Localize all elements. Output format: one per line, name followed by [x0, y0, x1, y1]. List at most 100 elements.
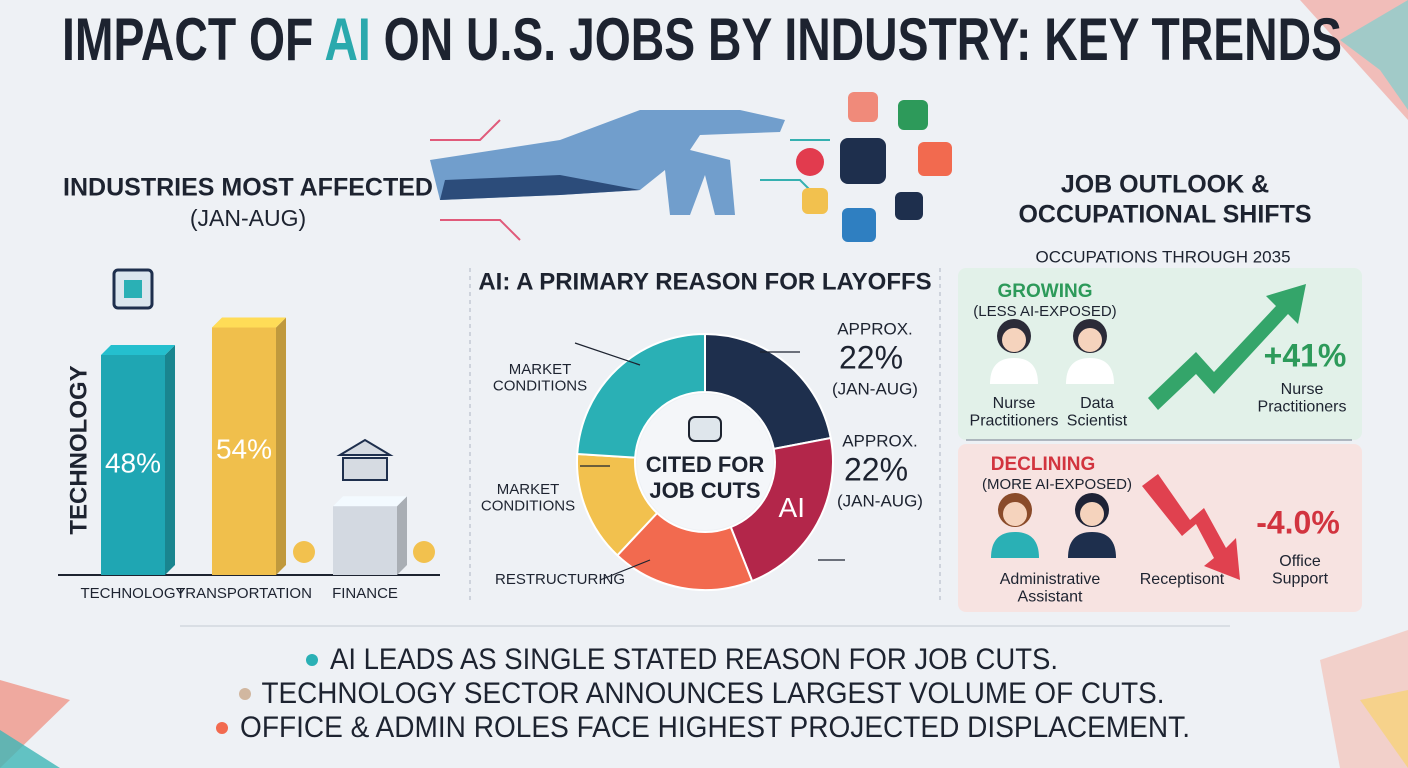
circuit-line — [430, 119, 501, 141]
decor-triangle — [0, 730, 60, 768]
page-title: IMPACT OF AI ON U.S. JOBS BY INDUSTRY: K… — [62, 6, 1342, 73]
occupation-label: Data Scientist — [1067, 395, 1128, 430]
icon — [842, 208, 876, 242]
title-highlight: AI — [324, 6, 370, 73]
panel-title: AI: A PRIMARY REASON FOR LAYOFFS — [478, 268, 931, 295]
bar-annotation: TECHNOLOGY — [65, 365, 92, 534]
donut-segment — [576, 332, 706, 459]
decor-triangle — [1360, 690, 1408, 768]
takeaway: OFFICE & ADMIN ROLES FACE HIGHEST PROJEC… — [240, 711, 1190, 744]
center-label: CITED FOR — [646, 452, 765, 477]
panel-subtitle: (JAN-AUG) — [190, 205, 306, 231]
text-line: CONDITIONS — [493, 377, 587, 394]
icon-coin — [293, 541, 315, 563]
person-body — [991, 532, 1039, 558]
declining-label: DECLINING — [991, 454, 1096, 475]
bar — [333, 506, 397, 575]
decor-triangle — [1340, 0, 1408, 110]
occupation-label: Administrative Assistant — [1000, 571, 1101, 606]
icon — [895, 192, 923, 220]
declining-box — [958, 444, 1362, 612]
bar — [212, 327, 276, 575]
text-line: RESTRUCTURING — [495, 571, 625, 588]
bar-top — [101, 345, 175, 355]
title-part: ON U.S. JOBS BY INDUSTRY: KEY TRENDS — [384, 6, 1342, 73]
icon — [796, 148, 824, 176]
person-head — [1078, 328, 1102, 352]
text-line: Data — [1080, 395, 1114, 412]
bullet-dot — [239, 688, 251, 700]
text-line: Practitioners — [970, 413, 1059, 430]
text-line: Administrative — [1000, 571, 1101, 588]
growing-label: GROWING — [998, 281, 1093, 302]
takeaway: TECHNOLOGY SECTOR ANNOUNCES LARGEST VOLU… — [262, 677, 1165, 710]
segment-label: MARKET CONDITIONS — [481, 481, 575, 515]
annotation: (JAN-AUG) — [837, 491, 923, 510]
person-head — [1002, 328, 1026, 352]
icon — [802, 188, 828, 214]
text-line: Practitioners — [1258, 399, 1347, 416]
bar-value-label: 48% — [105, 447, 161, 478]
text-line: Receptisont — [1140, 571, 1225, 588]
robot-hand-shade — [440, 175, 640, 200]
leader-line — [599, 559, 651, 581]
person-body — [1068, 532, 1116, 558]
text-line: Nurse — [993, 395, 1036, 412]
donut-hole — [637, 394, 773, 530]
bar-top — [333, 496, 407, 507]
circuit-line — [440, 219, 521, 241]
segment-label: AI — [779, 492, 805, 523]
text-line: Support — [1272, 571, 1329, 588]
center-label: JOB CUTS — [649, 478, 760, 503]
icon-chip-core — [124, 280, 142, 298]
person-body — [990, 358, 1038, 384]
growth-stat-label: Nurse Practitioners — [1258, 381, 1347, 416]
bar-value-label: 54% — [216, 434, 272, 465]
decline-arrow — [1142, 474, 1240, 580]
text-line: Assistant — [1018, 589, 1083, 606]
text-line: Nurse — [1281, 381, 1324, 398]
icon — [848, 92, 878, 122]
growing-box — [958, 268, 1362, 440]
growth-stat: +41% — [1264, 337, 1347, 373]
annotation: APPROX. — [842, 431, 918, 450]
annotation: (JAN-AUG) — [832, 379, 918, 398]
bullet-dot — [306, 654, 318, 666]
panel-subtitle: OCCUPATIONS THROUGH 2035 — [1035, 247, 1290, 266]
text-line: CONDITIONS — [481, 497, 575, 514]
title-part: IMPACT OF — [62, 6, 313, 73]
icon-robot — [840, 138, 886, 184]
bar-side — [397, 496, 407, 575]
takeaway: AI LEADS AS SINGLE STATED REASON FOR JOB… — [330, 643, 1058, 676]
declining-note: (MORE AI-EXPOSED) — [982, 476, 1132, 493]
bar-side — [276, 317, 286, 575]
donut-segment — [729, 436, 834, 583]
segment-label: MARKET CONDITIONS — [493, 361, 587, 395]
person-body — [1066, 358, 1114, 384]
panel-title: INDUSTRIES MOST AFFECTED — [63, 174, 433, 202]
growing-note: (LESS AI-EXPOSED) — [973, 303, 1116, 320]
x-tick-label: TECHNOLOGY — [80, 585, 185, 602]
panel-title: OCCUPATIONAL SHIFTS — [1018, 201, 1311, 229]
text-line: MARKET — [497, 481, 560, 498]
text-line: MARKET — [509, 361, 572, 378]
panel-title: JOB OUTLOOK & — [1061, 171, 1269, 199]
text-line: Scientist — [1067, 413, 1128, 430]
segment-label: RESTRUCTURING — [495, 571, 625, 588]
growth-arrow — [1148, 284, 1306, 410]
occupation-label: Nurse Practitioners — [970, 395, 1059, 430]
hero-illustration — [430, 92, 952, 242]
bar-side — [165, 345, 175, 575]
occupation-label: Receptisont — [1140, 571, 1225, 588]
decline-stat-label: Office Support — [1272, 553, 1329, 588]
icon-coin — [413, 541, 435, 563]
bar-top — [212, 317, 286, 328]
icon-bank — [336, 438, 394, 481]
segment-value-label: 22% — [844, 451, 908, 487]
person-head — [1003, 502, 1027, 526]
annotation: APPROX. — [837, 319, 913, 338]
decline-stat: -4.0% — [1256, 504, 1340, 540]
